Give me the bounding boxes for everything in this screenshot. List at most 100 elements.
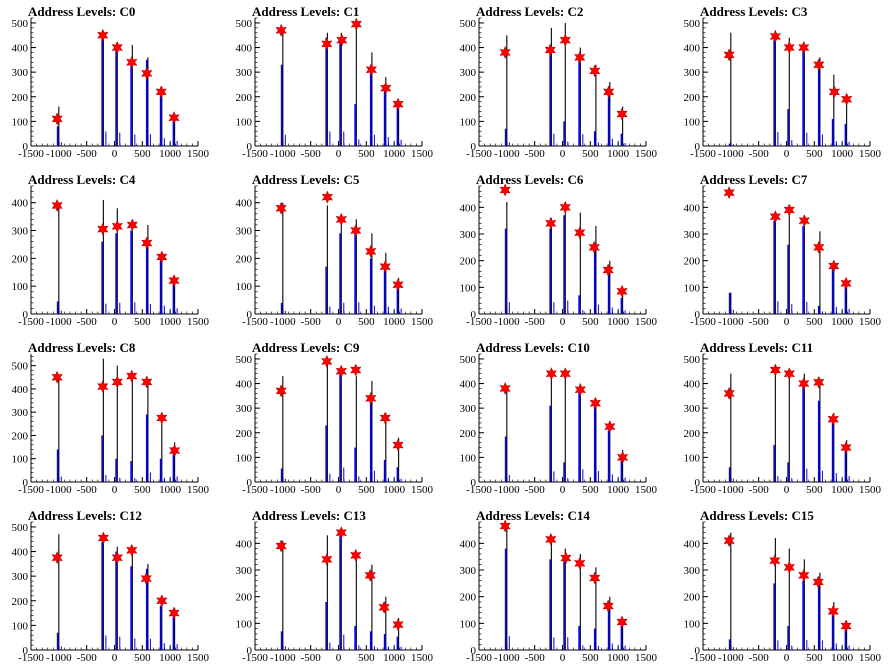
y-tick-label: 400 (684, 379, 701, 391)
x-tick-label: -1000 (46, 148, 72, 160)
y-tick-label: 100 (12, 116, 29, 128)
peak-marker (392, 618, 404, 632)
y-tick-label: 200 (684, 592, 701, 604)
x-tick-label: -1000 (494, 316, 520, 328)
histogram-plot: 0 100 200 300 400 500 -1500 -1000 -500 0 500 1000 15… (236, 17, 434, 160)
x-tick-label: -1500 (242, 484, 268, 496)
x-tick-label: 1500 (859, 148, 882, 160)
peak-marker (350, 17, 363, 31)
y-tick-label: 300 (12, 571, 29, 583)
x-tick-label: 1500 (411, 484, 434, 496)
y-tick-label: 0 (471, 309, 477, 321)
peak-marker (723, 534, 735, 548)
peak-marker (769, 554, 781, 568)
peak-marker (335, 526, 348, 540)
histogram-panel: 0 100 200 300 400 500 -1500 -1000 -500 0 500 1000 15… (672, 0, 896, 168)
peak-marker (723, 186, 735, 200)
y-tick-label: 300 (12, 407, 29, 419)
peak-marker (275, 201, 287, 215)
peak-marker (111, 40, 124, 55)
y-tick-label: 0 (23, 645, 29, 657)
histogram-panel: 0 100 200 300 400 -1500 -1000 -500 0 500 1000 1500 A… (224, 168, 448, 336)
x-tick-label: 1500 (635, 484, 658, 496)
y-tick-label: 100 (460, 618, 477, 630)
y-tick-label: 300 (12, 67, 29, 79)
panel-title: Address Levels: C7 (700, 172, 808, 187)
x-tick-label: 0 (336, 484, 342, 496)
peak-marker (126, 543, 138, 557)
x-tick-label: 1500 (859, 316, 882, 328)
peak-marker (602, 85, 615, 99)
peak-marker (126, 55, 138, 69)
histogram-plot: 0 100 200 300 400 500 -1500 -1000 -500 0 500 1000 15… (236, 353, 434, 496)
x-tick-label: 500 (358, 148, 375, 160)
x-tick-label: -1000 (718, 148, 744, 160)
peak-marker (604, 420, 616, 434)
peak-marker (275, 539, 287, 553)
x-tick-label: -500 (301, 484, 322, 496)
x-tick-label: 1500 (187, 316, 210, 328)
peak-marker (783, 367, 796, 381)
y-tick-label: 300 (460, 403, 477, 415)
x-tick-label: 500 (134, 484, 151, 496)
y-tick-label: 300 (236, 403, 253, 415)
peak-marker (335, 212, 348, 227)
x-tick-label: 1000 (607, 652, 630, 664)
y-tick-label: 0 (695, 645, 701, 657)
peak-marker (156, 250, 168, 264)
x-tick-label: 500 (358, 316, 375, 328)
y-tick-label: 100 (236, 452, 253, 464)
x-tick-label: -500 (77, 652, 98, 664)
x-tick-label: 1500 (187, 652, 210, 664)
peak-marker (336, 33, 348, 47)
peak-marker (828, 259, 840, 273)
x-tick-label: 1000 (159, 316, 182, 328)
y-tick-label: 200 (460, 428, 477, 440)
peak-marker (499, 45, 511, 60)
peak-marker (559, 33, 572, 47)
x-tick-label: -1500 (18, 148, 44, 160)
peak-marker (350, 223, 362, 238)
x-tick-label: -1000 (46, 652, 72, 664)
peak-marker (574, 50, 586, 64)
y-tick-label: 0 (247, 645, 253, 657)
y-tick-label: 300 (236, 226, 253, 238)
x-tick-label: 0 (560, 148, 566, 160)
y-tick-label: 0 (695, 141, 701, 153)
y-tick-label: 0 (23, 309, 29, 321)
peak-marker (140, 572, 152, 586)
panel-title: Address Levels: C8 (28, 340, 136, 355)
histogram-panel: 0 100 200 300 400 500 -1500 -1000 -500 0 500 1000 15… (0, 504, 224, 672)
peak-marker (813, 58, 825, 72)
x-tick-label: 0 (336, 652, 342, 664)
peak-marker (574, 556, 586, 570)
x-tick-label: 500 (806, 484, 823, 496)
panel-title: Address Levels: C11 (700, 340, 814, 355)
y-tick-label: 100 (460, 452, 477, 464)
peak-marker (392, 438, 404, 452)
y-tick-label: 500 (12, 361, 29, 373)
histogram-plot: 0 100 200 300 400 500 -1500 -1000 -500 0 500 1000 15… (684, 17, 882, 160)
x-tick-label: -1000 (46, 484, 72, 496)
peak-marker (827, 412, 839, 426)
y-tick-label: 400 (236, 198, 253, 210)
peak-marker (798, 214, 811, 228)
histogram-panel: 0 100 200 300 400 500 -1500 -1000 -500 0 500 1000 15… (0, 0, 224, 168)
peak-marker (840, 276, 852, 290)
y-tick-label: 0 (23, 141, 29, 153)
y-tick-label: 200 (236, 92, 253, 104)
peak-marker (350, 548, 362, 562)
x-tick-label: -1500 (690, 652, 716, 664)
x-tick-label: 1000 (607, 316, 630, 328)
peak-marker (769, 210, 782, 224)
peak-marker (499, 381, 511, 396)
y-tick-label: 200 (236, 253, 253, 265)
y-tick-label: 100 (684, 282, 701, 294)
peak-marker (602, 263, 614, 277)
x-tick-label: -1000 (270, 148, 296, 160)
peak-marker (589, 396, 602, 410)
panel-title: Address Levels: C2 (476, 4, 584, 19)
histogram-plot: 0 100 200 300 400 500 -1500 -1000 -500 0 500 1000 15… (12, 17, 210, 160)
x-tick-label: 0 (784, 652, 790, 664)
peak-marker (51, 198, 63, 213)
